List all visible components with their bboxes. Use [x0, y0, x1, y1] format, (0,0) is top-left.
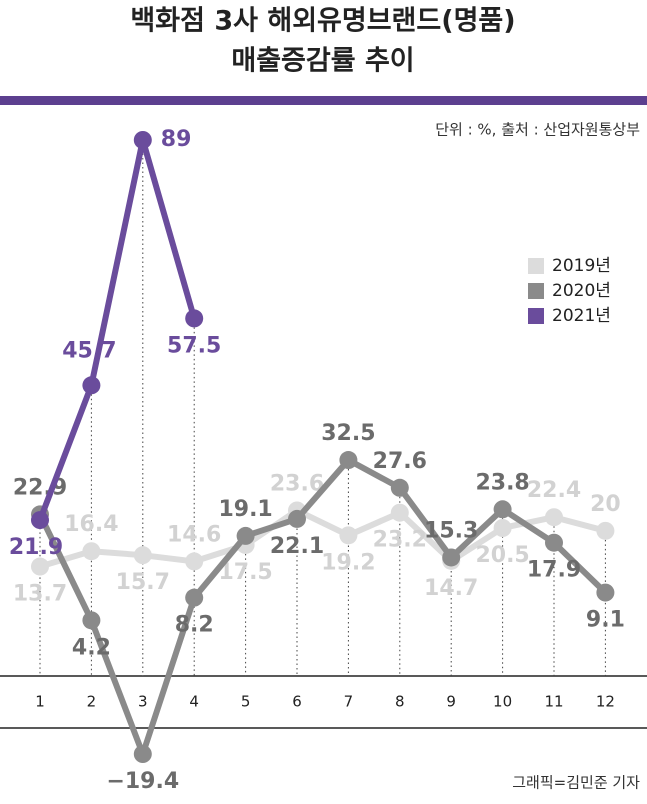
- data-label: 19.1: [218, 497, 272, 522]
- legend-swatch: [528, 308, 544, 324]
- point: [236, 526, 255, 545]
- data-label: 15.3: [424, 518, 478, 543]
- x-tick-label: 11: [544, 693, 563, 711]
- data-label: −19.4: [106, 769, 179, 794]
- data-label: 89: [161, 127, 192, 152]
- data-label: 17.5: [218, 560, 272, 585]
- chart-subtitle: 매출증감률 추이: [231, 46, 414, 77]
- data-label: 27.6: [373, 449, 427, 474]
- series-line: [37, 137, 198, 522]
- point: [339, 526, 358, 545]
- data-label: 23.2: [373, 528, 427, 553]
- point: [82, 542, 101, 561]
- legend-swatch: [528, 258, 544, 274]
- data-label: 20.5: [475, 543, 529, 568]
- legend-label: 2021년: [552, 306, 611, 326]
- series-line: [37, 457, 608, 757]
- point: [596, 521, 615, 540]
- point: [31, 511, 49, 530]
- data-label: 57.5: [167, 333, 221, 358]
- point: [545, 533, 563, 552]
- data-label: 22.9: [13, 475, 67, 500]
- credit: 그래픽=김민준 기자: [512, 774, 640, 792]
- x-tick-label: 8: [395, 693, 405, 711]
- x-tick-label: 7: [344, 693, 354, 711]
- point: [339, 451, 358, 470]
- point: [82, 376, 101, 395]
- point: [133, 745, 152, 763]
- x-tick-label: 2: [87, 693, 97, 711]
- point: [31, 557, 49, 576]
- point: [133, 546, 152, 565]
- x-tick-label: 10: [493, 693, 512, 711]
- data-label: 32.5: [321, 421, 375, 446]
- point: [82, 611, 101, 630]
- point: [185, 309, 204, 328]
- data-label: 14.6: [167, 522, 221, 547]
- x-tick-label: 12: [596, 693, 615, 711]
- title-bar: [0, 96, 647, 105]
- data-label: 22.1: [270, 534, 324, 559]
- data-label: 22.4: [527, 478, 581, 503]
- point: [390, 478, 409, 497]
- point: [185, 552, 204, 571]
- data-label: 19.2: [321, 550, 375, 575]
- data-label: 16.4: [64, 512, 118, 537]
- point: [185, 588, 204, 607]
- data-label: 17.9: [527, 558, 581, 583]
- point: [133, 131, 152, 149]
- data-label: 20: [590, 492, 621, 517]
- x-tick-label: 9: [446, 693, 456, 711]
- point: [596, 583, 615, 602]
- x-tick-label: 4: [189, 693, 199, 711]
- legend-swatch: [528, 283, 544, 299]
- legend-label: 2020년: [552, 281, 611, 301]
- chart-title: 백화점 3사 해외유명브랜드(명품): [130, 6, 515, 37]
- data-label: 23.8: [475, 470, 529, 495]
- data-label: 21.9: [9, 535, 63, 560]
- data-label: 4.2: [72, 635, 111, 660]
- point: [545, 508, 563, 527]
- point: [390, 503, 409, 522]
- point: [493, 500, 512, 519]
- data-label: 9.1: [586, 608, 625, 633]
- data-label: 13.7: [13, 582, 67, 607]
- data-label: 23.6: [270, 471, 324, 496]
- x-tick-label: 5: [241, 693, 251, 711]
- point: [442, 548, 461, 567]
- data-label: 45.7: [62, 338, 116, 363]
- x-tick-label: 3: [138, 693, 148, 711]
- data-label: 15.7: [116, 570, 170, 595]
- source: 단위 : %, 출처 : 산업자원통상부: [435, 121, 640, 139]
- data-label: 8.2: [175, 613, 214, 638]
- point: [493, 518, 512, 537]
- x-tick-label: 6: [292, 693, 302, 711]
- legend-label: 2019년: [552, 256, 611, 276]
- data-label: 14.7: [424, 576, 478, 601]
- point: [288, 509, 306, 528]
- x-tick-label: 1: [35, 693, 45, 711]
